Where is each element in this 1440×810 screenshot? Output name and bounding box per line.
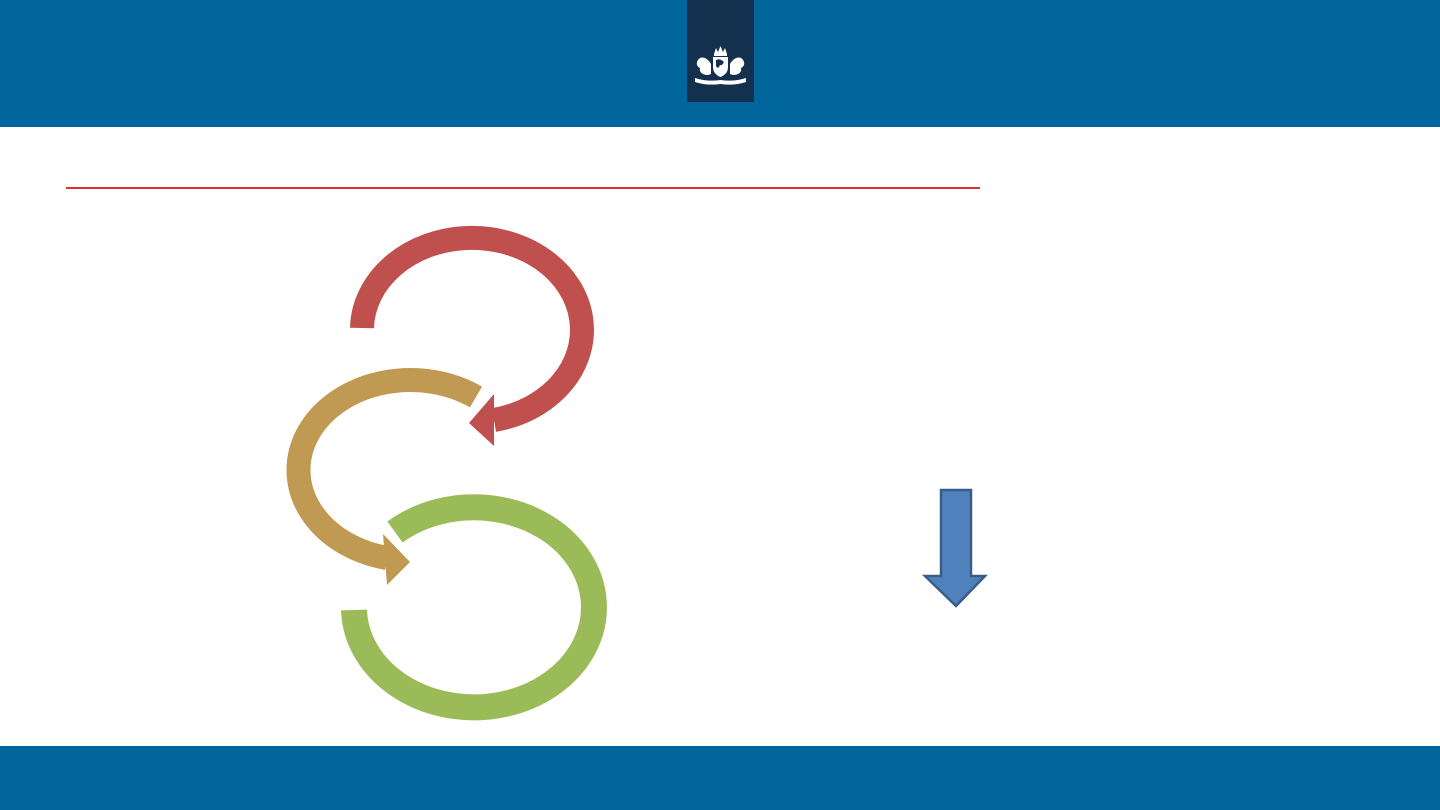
title-rule <box>66 187 980 189</box>
logo-block <box>687 0 754 102</box>
footer-bar <box>0 746 1440 810</box>
royal-coat-of-arms-icon <box>695 46 746 85</box>
cycle-arrow-3 <box>341 494 607 721</box>
cycle-arrow-2 <box>286 368 482 585</box>
cycle-arrow-1 <box>350 225 594 446</box>
down-arrow-icon <box>921 488 988 608</box>
